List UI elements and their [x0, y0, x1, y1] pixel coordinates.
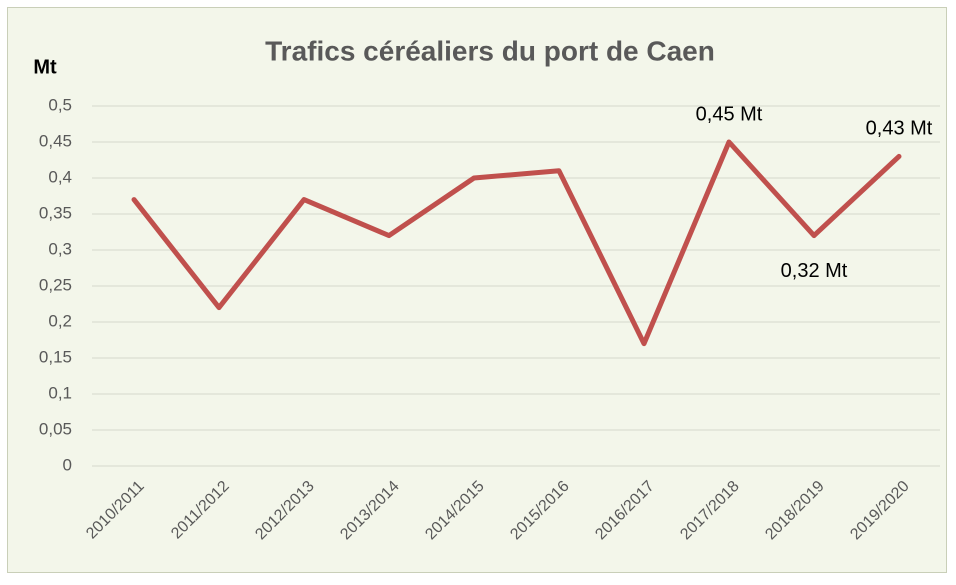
y-tick-label: 0,4: [48, 167, 72, 186]
y-tick-label: 0,3: [48, 239, 72, 258]
y-tick-label: 0,05: [39, 419, 72, 438]
y-tick-label: 0,5: [48, 95, 72, 114]
data-line: [131, 139, 902, 347]
y-axis-label: Mt: [33, 56, 57, 78]
y-tick-label: 0: [63, 455, 72, 474]
data-label: 0,32 Mt: [781, 260, 848, 282]
y-tick-label: 0,15: [39, 347, 72, 366]
y-tick-label: 0,45: [39, 131, 72, 150]
chart-title: Trafics céréaliers du port de Caen: [265, 35, 715, 66]
data-label: 0,43 Mt: [866, 118, 933, 140]
y-tick-label: 0,1: [48, 383, 72, 402]
data-label: 0,45 Mt: [696, 103, 763, 125]
y-tick-label: 0,25: [39, 275, 72, 294]
y-tick-label: 0,2: [48, 311, 72, 330]
y-tick-label: 0,35: [39, 203, 72, 222]
chart-background: [7, 7, 947, 573]
